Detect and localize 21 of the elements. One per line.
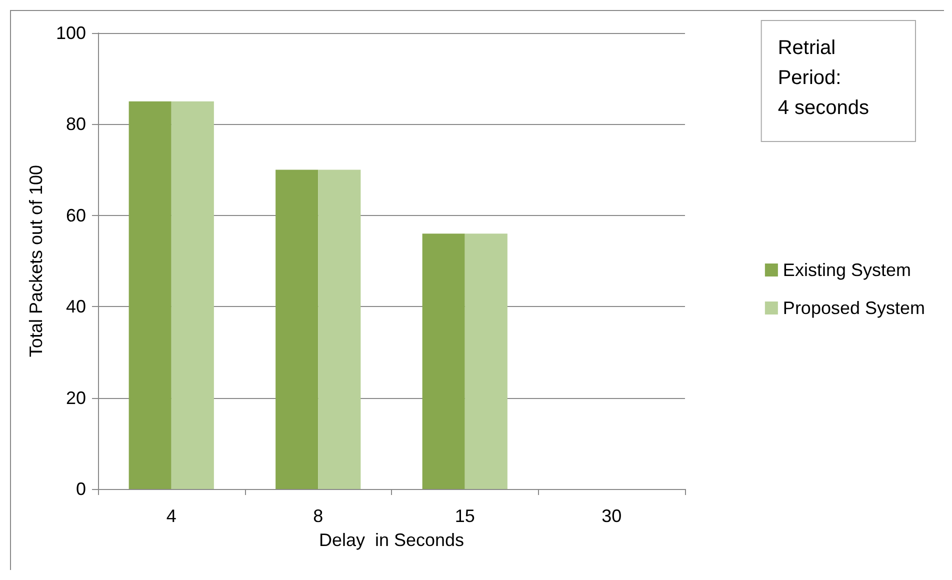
bar <box>128 101 172 489</box>
y-axis-title: Total Packets out of 100 <box>26 164 46 358</box>
x-tick-label: 4 <box>166 506 176 526</box>
y-tick-label: 20 <box>66 388 86 408</box>
legend-label: Existing System <box>782 260 911 280</box>
bar <box>464 234 508 489</box>
y-tick-label: 100 <box>56 23 86 43</box>
x-tick-label: 8 <box>313 506 324 526</box>
bar <box>422 234 465 489</box>
y-tick-label: 80 <box>66 114 86 134</box>
bar <box>276 170 318 489</box>
bar <box>171 101 214 489</box>
legend-label: Proposed System <box>782 298 926 318</box>
bar <box>318 170 361 489</box>
y-tick-label: 0 <box>76 479 86 499</box>
text: Retrial Period: 4 seconds <box>778 37 869 119</box>
y-tick-label: 40 <box>66 296 86 317</box>
x-tick-label: 15 <box>454 506 475 526</box>
y-tick-label: 60 <box>66 205 86 226</box>
x-axis-title: Delay in Seconds <box>318 530 464 550</box>
x-tick-label: 30 <box>602 506 622 526</box>
